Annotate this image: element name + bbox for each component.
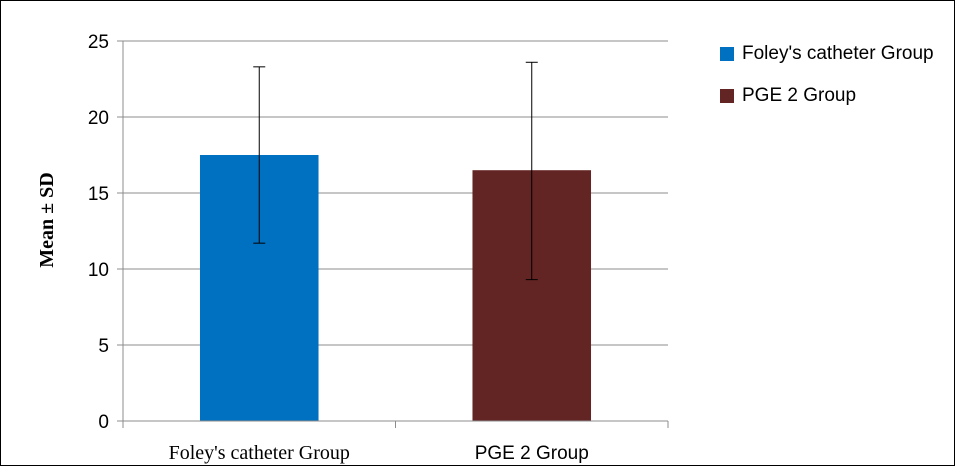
legend-swatch-pge2 [720,89,734,103]
error-bars [253,61,538,281]
bars [199,155,592,421]
y-tick-label: 10 [88,260,109,281]
y-tick-label: 5 [98,336,109,357]
y-tick-label: 25 [88,32,109,53]
y-tick-label: 20 [88,108,109,129]
x-tick-label: PGE 2 Group [475,443,589,464]
y-tick-label: 0 [98,412,109,433]
legend-label-foley: Foley's catheter Group [742,43,934,64]
legend-item-foley: Foley's catheter Group [720,43,934,65]
legend-swatch-foley [720,47,734,61]
x-tick-label: Foley's catheter Group [169,442,350,464]
x-axis: Foley's catheter Group PGE 2 Group [122,420,669,464]
y-tick-label: 15 [88,184,109,205]
legend-label-pge2: PGE 2 Group [742,85,857,106]
legend-item-pge2: PGE 2 Group [720,85,934,107]
y-axis-label: Mean ± SD [36,172,58,267]
y-axis-ticks: 0 5 10 15 20 25 [88,32,124,433]
legend: Foley's catheter Group PGE 2 Group [720,43,934,127]
